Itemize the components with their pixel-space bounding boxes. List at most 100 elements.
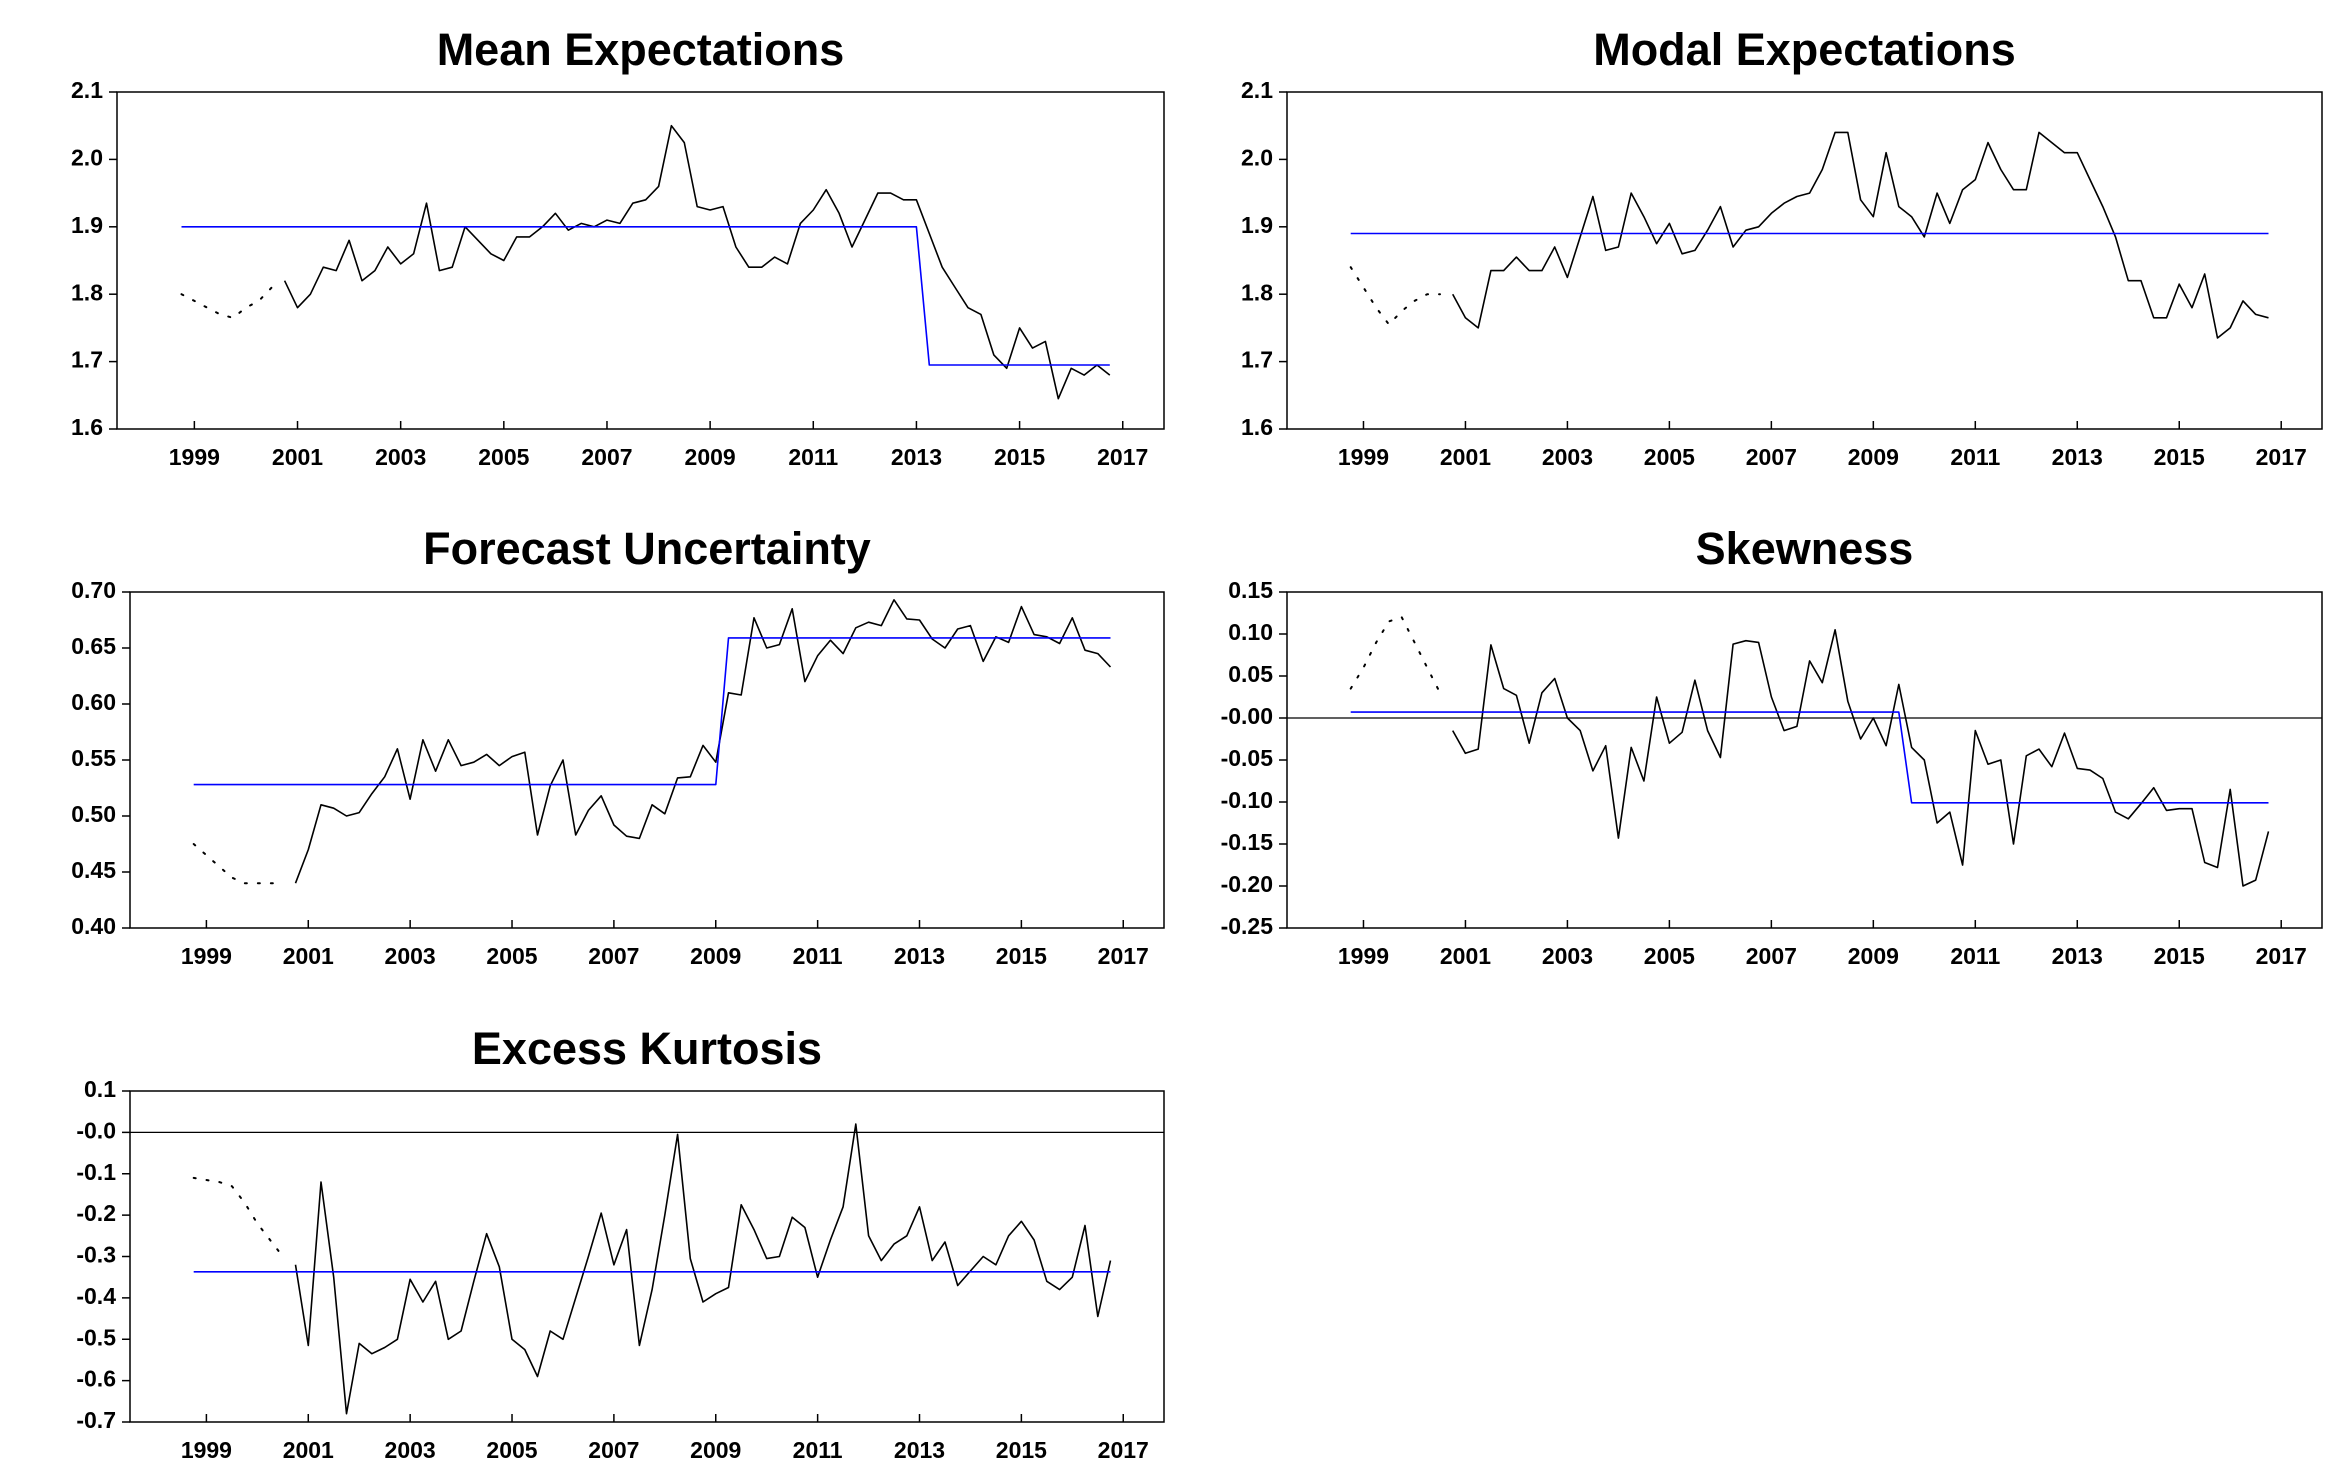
x-tick-label: 1999 <box>1338 943 1389 969</box>
x-tick-label: 2015 <box>2154 444 2205 470</box>
chart-panel: Skewness 0.15 0.10 0.05 -0.00 -0.05 -0.10 -0.15… <box>1221 523 2323 969</box>
x-tick-label: 2001 <box>1440 444 1491 470</box>
x-tick-label: 2017 <box>2256 943 2307 969</box>
y-tick-label: 2.1 <box>1241 77 1273 103</box>
x-tick-label: 2005 <box>1644 943 1695 969</box>
y-tick-label: 1.9 <box>71 212 103 238</box>
x-tick-label: 2005 <box>1644 444 1695 470</box>
x-tick-label: 2011 <box>788 444 838 470</box>
plot-frame <box>1286 91 2323 430</box>
x-tick-label: 2003 <box>385 943 436 969</box>
chart-panel: Modal Expectations 2.1 2.0 1.9 1.8 1.7 1.6 1999… <box>1241 24 2323 470</box>
y-tick-label: 0.50 <box>71 801 116 827</box>
y-tick-label: -0.10 <box>1221 787 1273 813</box>
x-tick-label: 2013 <box>2052 943 2103 969</box>
x-tick-label: 2001 <box>283 1437 334 1463</box>
series-line <box>1350 711 2269 804</box>
y-tick-label: 1.6 <box>71 414 103 440</box>
y-tick-label: -0.3 <box>76 1242 116 1268</box>
y-tick-label: 2.0 <box>71 144 103 170</box>
x-tick-label: 2015 <box>996 1437 1047 1463</box>
series-line <box>1349 616 1441 694</box>
y-tick-label: 0.65 <box>71 633 116 659</box>
x-tick-label: 2003 <box>1542 943 1593 969</box>
y-tick-label: -0.2 <box>76 1200 116 1226</box>
y-tick-label: 1.6 <box>1241 414 1273 440</box>
x-tick-label: 2007 <box>1746 444 1797 470</box>
x-tick-label: 2011 <box>1950 943 2000 969</box>
chart-title: Mean Expectations <box>437 24 845 75</box>
x-tick-label: 2017 <box>1097 444 1148 470</box>
y-tick-label: 0.70 <box>71 577 116 603</box>
y-tick-label: -0.5 <box>76 1324 116 1350</box>
y-tick-label: 0.10 <box>1228 619 1273 645</box>
x-tick-label: 2007 <box>588 943 639 969</box>
y-tick-label: 2.0 <box>1241 144 1273 170</box>
x-tick-label: 2003 <box>375 444 426 470</box>
series-line <box>294 1123 1112 1415</box>
x-tick-label: 2005 <box>486 943 537 969</box>
x-tick-label: 2011 <box>793 943 843 969</box>
y-tick-label: -0.1 <box>76 1159 116 1185</box>
y-tick-label: -0.05 <box>1221 745 1274 771</box>
chart-panel: Excess Kurtosis 0.1 -0.0 -0.1 -0.2 -0.3 -0.4 -0… <box>76 1023 1165 1463</box>
series-line <box>193 637 1111 786</box>
y-tick-label: 0.1 <box>84 1076 116 1102</box>
x-tick-label: 1999 <box>181 1437 232 1463</box>
y-tick-label: 0.55 <box>71 745 116 771</box>
chart-title: Excess Kurtosis <box>472 1023 822 1074</box>
x-tick-label: 1999 <box>1338 444 1389 470</box>
x-tick-label: 2003 <box>1542 444 1593 470</box>
x-tick-label: 2017 <box>1098 943 1149 969</box>
y-tick-label: 1.9 <box>1241 212 1273 238</box>
x-tick-label: 2007 <box>588 1437 639 1463</box>
y-tick-label: 1.7 <box>1241 347 1273 373</box>
y-tick-label: -0.20 <box>1221 871 1273 897</box>
series-line <box>180 286 273 319</box>
x-tick-label: 2013 <box>2052 444 2103 470</box>
x-tick-label: 2017 <box>2256 444 2307 470</box>
x-tick-label: 2011 <box>1950 444 2000 470</box>
y-tick-label: -0.0 <box>76 1117 116 1143</box>
y-tick-label: 1.7 <box>71 347 103 373</box>
chart-panel: Forecast Uncertainty 0.70 0.65 0.60 0.55 0.50… <box>71 523 1165 969</box>
chart-title: Skewness <box>1696 523 1914 574</box>
x-tick-label: 1999 <box>169 444 220 470</box>
plot-frame <box>1286 591 2323 929</box>
x-tick-label: 2009 <box>1848 943 1899 969</box>
x-tick-label: 2003 <box>385 1437 436 1463</box>
x-tick-label: 2007 <box>581 444 632 470</box>
x-tick-label: 2013 <box>891 444 942 470</box>
x-tick-label: 2015 <box>994 444 1045 470</box>
x-tick-label: 2007 <box>1746 943 1797 969</box>
y-tick-label: 0.40 <box>71 913 116 939</box>
x-tick-label: 2015 <box>996 943 1047 969</box>
x-tick-label: 2001 <box>283 943 334 969</box>
x-tick-label: 2015 <box>2154 943 2205 969</box>
y-tick-label: -0.6 <box>76 1366 116 1392</box>
plot-frame <box>129 1090 1165 1423</box>
y-tick-label: -0.15 <box>1221 829 1274 855</box>
y-tick-label: 1.8 <box>1241 279 1273 305</box>
x-tick-label: 2009 <box>690 1437 741 1463</box>
x-tick-label: 2013 <box>894 1437 945 1463</box>
series-line <box>192 1176 284 1258</box>
plot-frame <box>116 91 1165 430</box>
x-tick-label: 2005 <box>478 444 529 470</box>
y-tick-label: -0.00 <box>1221 703 1273 729</box>
series-line <box>283 124 1111 400</box>
x-tick-label: 2013 <box>894 943 945 969</box>
x-tick-label: 2009 <box>685 444 736 470</box>
chart-title: Modal Expectations <box>1593 24 2016 75</box>
x-tick-label: 2001 <box>272 444 323 470</box>
series-line <box>1451 131 2269 339</box>
chart-title: Forecast Uncertainty <box>423 523 871 574</box>
y-tick-label: -0.4 <box>76 1283 116 1309</box>
chart-panel: Mean Expectations 2.1 2.0 1.9 1.8 1.7 1.6 1999 2… <box>71 24 1165 470</box>
series-line <box>1452 629 2270 887</box>
x-tick-label: 2011 <box>793 1437 843 1463</box>
x-tick-label: 1999 <box>181 943 232 969</box>
series-line <box>294 599 1112 884</box>
y-tick-label: 0.45 <box>71 857 116 883</box>
x-tick-label: 2017 <box>1098 1437 1149 1463</box>
